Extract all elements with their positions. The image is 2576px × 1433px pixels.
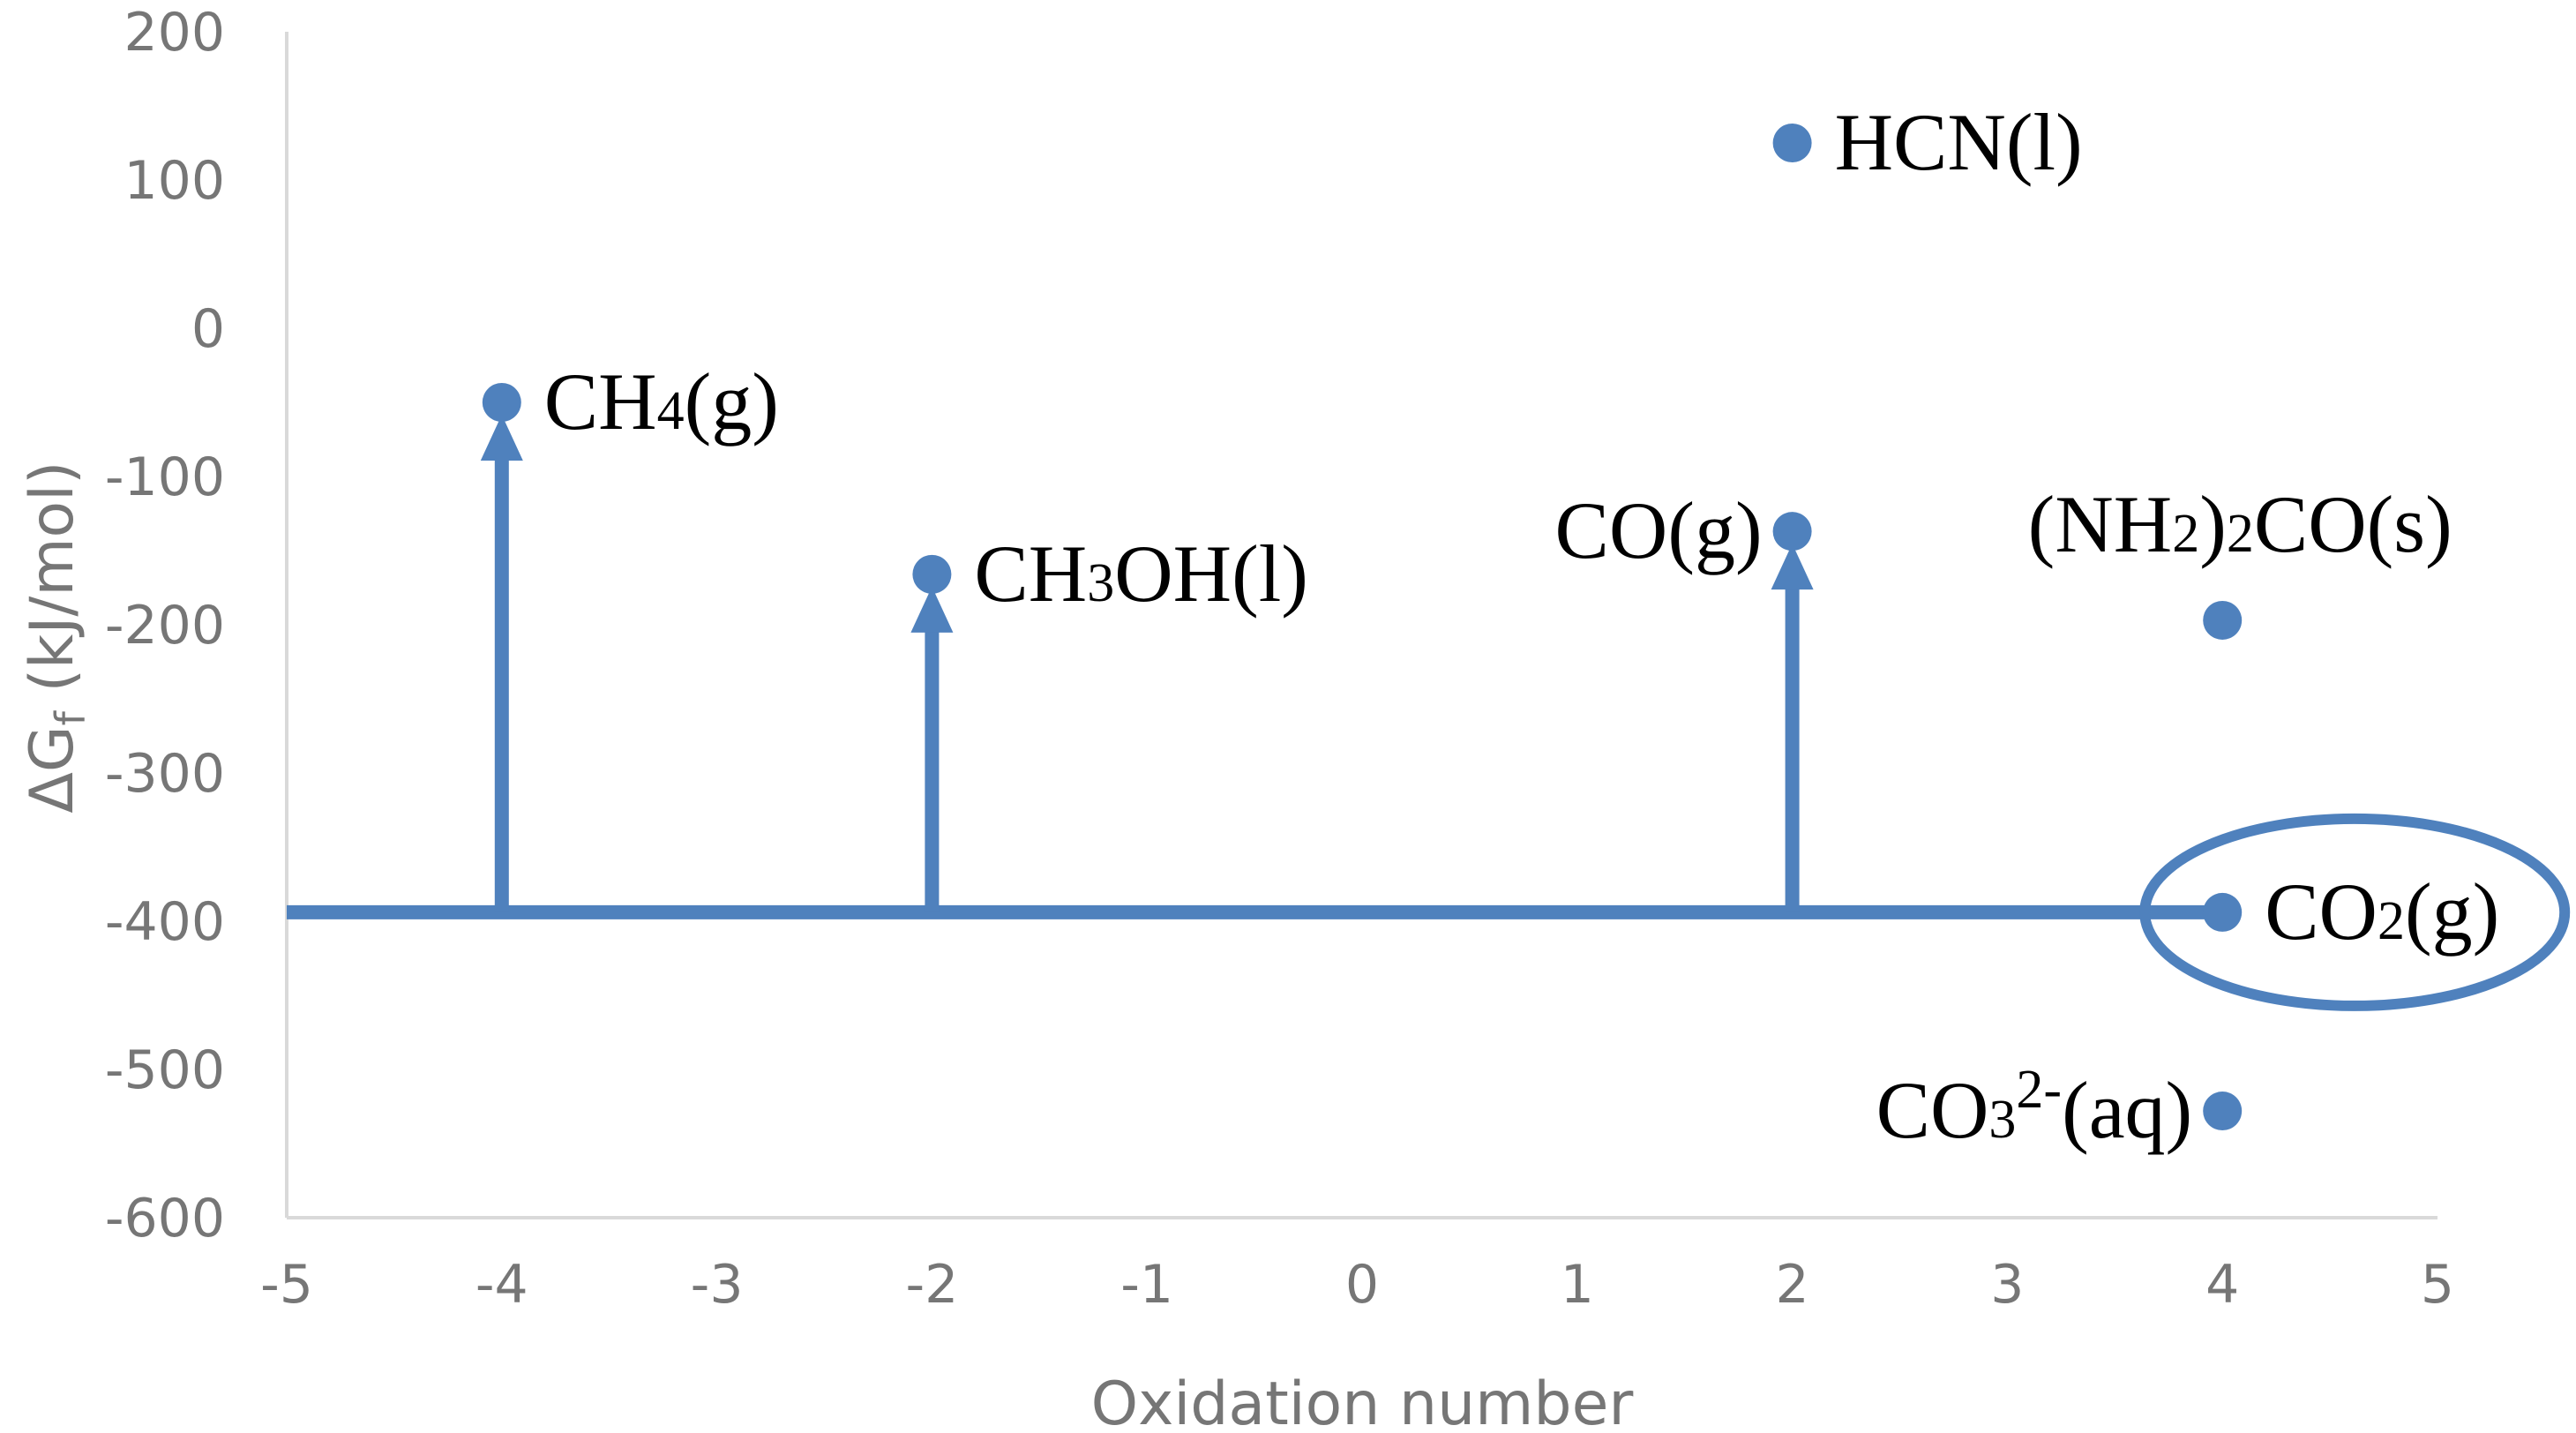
x-axis-title: Oxidation number [1091,1369,1634,1433]
point-label-part: 2- [2016,1060,2062,1120]
x-tick-label: 1 [1561,1254,1594,1316]
data-point-ch3oh [912,554,952,594]
y-tick-label: -300 [105,743,225,805]
x-tick-label: -1 [1120,1254,1173,1316]
point-label-part: HCN(l) [1835,97,2083,187]
x-tick-label: 5 [2421,1254,2454,1316]
x-tick-labels: -5 -4 -3 -2 -1 0 1 2 3 4 5 [260,1254,2454,1316]
point-label-part: 2 [2172,504,2199,564]
point-label-part: CO [2265,867,2378,957]
axes [285,32,2437,1219]
x-tick-label: 3 [1990,1254,2024,1316]
point-label-part: 4 [657,381,685,441]
y-axis-title-main: ΔG [18,725,87,813]
point-label-part: ) [2199,479,2227,569]
y-tick-label: -600 [105,1188,225,1249]
data-point-urea [2203,600,2243,640]
y-tick-label: 0 [191,298,225,360]
arrow-head [1771,544,1814,590]
y-tick-labels: -600 -500 -400 -300 -200 -100 0 100 200 [105,2,225,1249]
x-tick-label: 4 [2205,1254,2239,1316]
x-tick-label: -4 [476,1254,528,1316]
y-axis-title-subscript: f [47,709,94,725]
y-axis-title: ΔGf (kJ/mol) [18,461,94,813]
x-tick-label: 0 [1345,1254,1379,1316]
y-tick-label: -200 [105,595,225,656]
point-label-hcn: HCN(l) [1835,97,2083,187]
point-label-part: 2 [2227,504,2254,564]
x-tick-label: -3 [691,1254,744,1316]
point-label-part: CH [974,529,1087,619]
point-label-part: CO [1876,1065,1989,1155]
y-tick-label: -100 [105,446,225,508]
point-label-co2: CO2(g) [2265,867,2499,957]
y-axis-title-rest: (kJ/mol) [18,461,87,711]
x-tick-label: -5 [260,1254,313,1316]
point-label-part: (aq) [2062,1065,2192,1155]
point-label-part: OH(l) [1114,529,1308,619]
arrow-head [910,586,954,633]
data-point-co [1772,512,1812,551]
point-label-ch4: CH4(g) [544,356,779,446]
data-point-co3 [2203,1092,2243,1131]
point-label-part: (g) [685,356,779,446]
point-label-part: 3 [1988,1090,2016,1150]
x-tick-label: -2 [905,1254,958,1316]
y-tick-label: 200 [124,2,225,64]
point-labels: CH4(g)CH3OH(l)HCN(l)CO(g) (NH2)2CO(s)CO2(… [544,97,2499,1155]
highlight-ellipse [2139,813,2571,1011]
y-tick-label: -400 [105,891,225,953]
point-label-part: (g) [2405,867,2499,957]
point-label-part: 3 [1087,553,1114,613]
point-label-part: 2 [2378,891,2405,951]
y-tick-label: 100 [124,150,225,212]
series [287,124,2571,1131]
point-label-part: CH [544,356,657,446]
arrow-head [480,415,523,461]
data-point-hcn [1772,124,1812,162]
data-point-ch4 [482,383,521,422]
point-label-co3: CO32-(aq) [1876,1060,2193,1155]
point-label-part: CO(g) [1555,485,1763,575]
point-label-co: CO(g) [1555,485,1763,575]
y-tick-label: -500 [105,1039,225,1101]
point-label-ch3oh: CH3OH(l) [974,529,1308,619]
x-tick-label: 2 [1776,1254,1809,1316]
point-label-part: CO(s) [2254,479,2452,569]
point-label-urea: (NH2)2CO(s) [2028,479,2452,569]
point-label-part: (NH [2028,479,2173,569]
data-point-co2 [2203,892,2243,932]
